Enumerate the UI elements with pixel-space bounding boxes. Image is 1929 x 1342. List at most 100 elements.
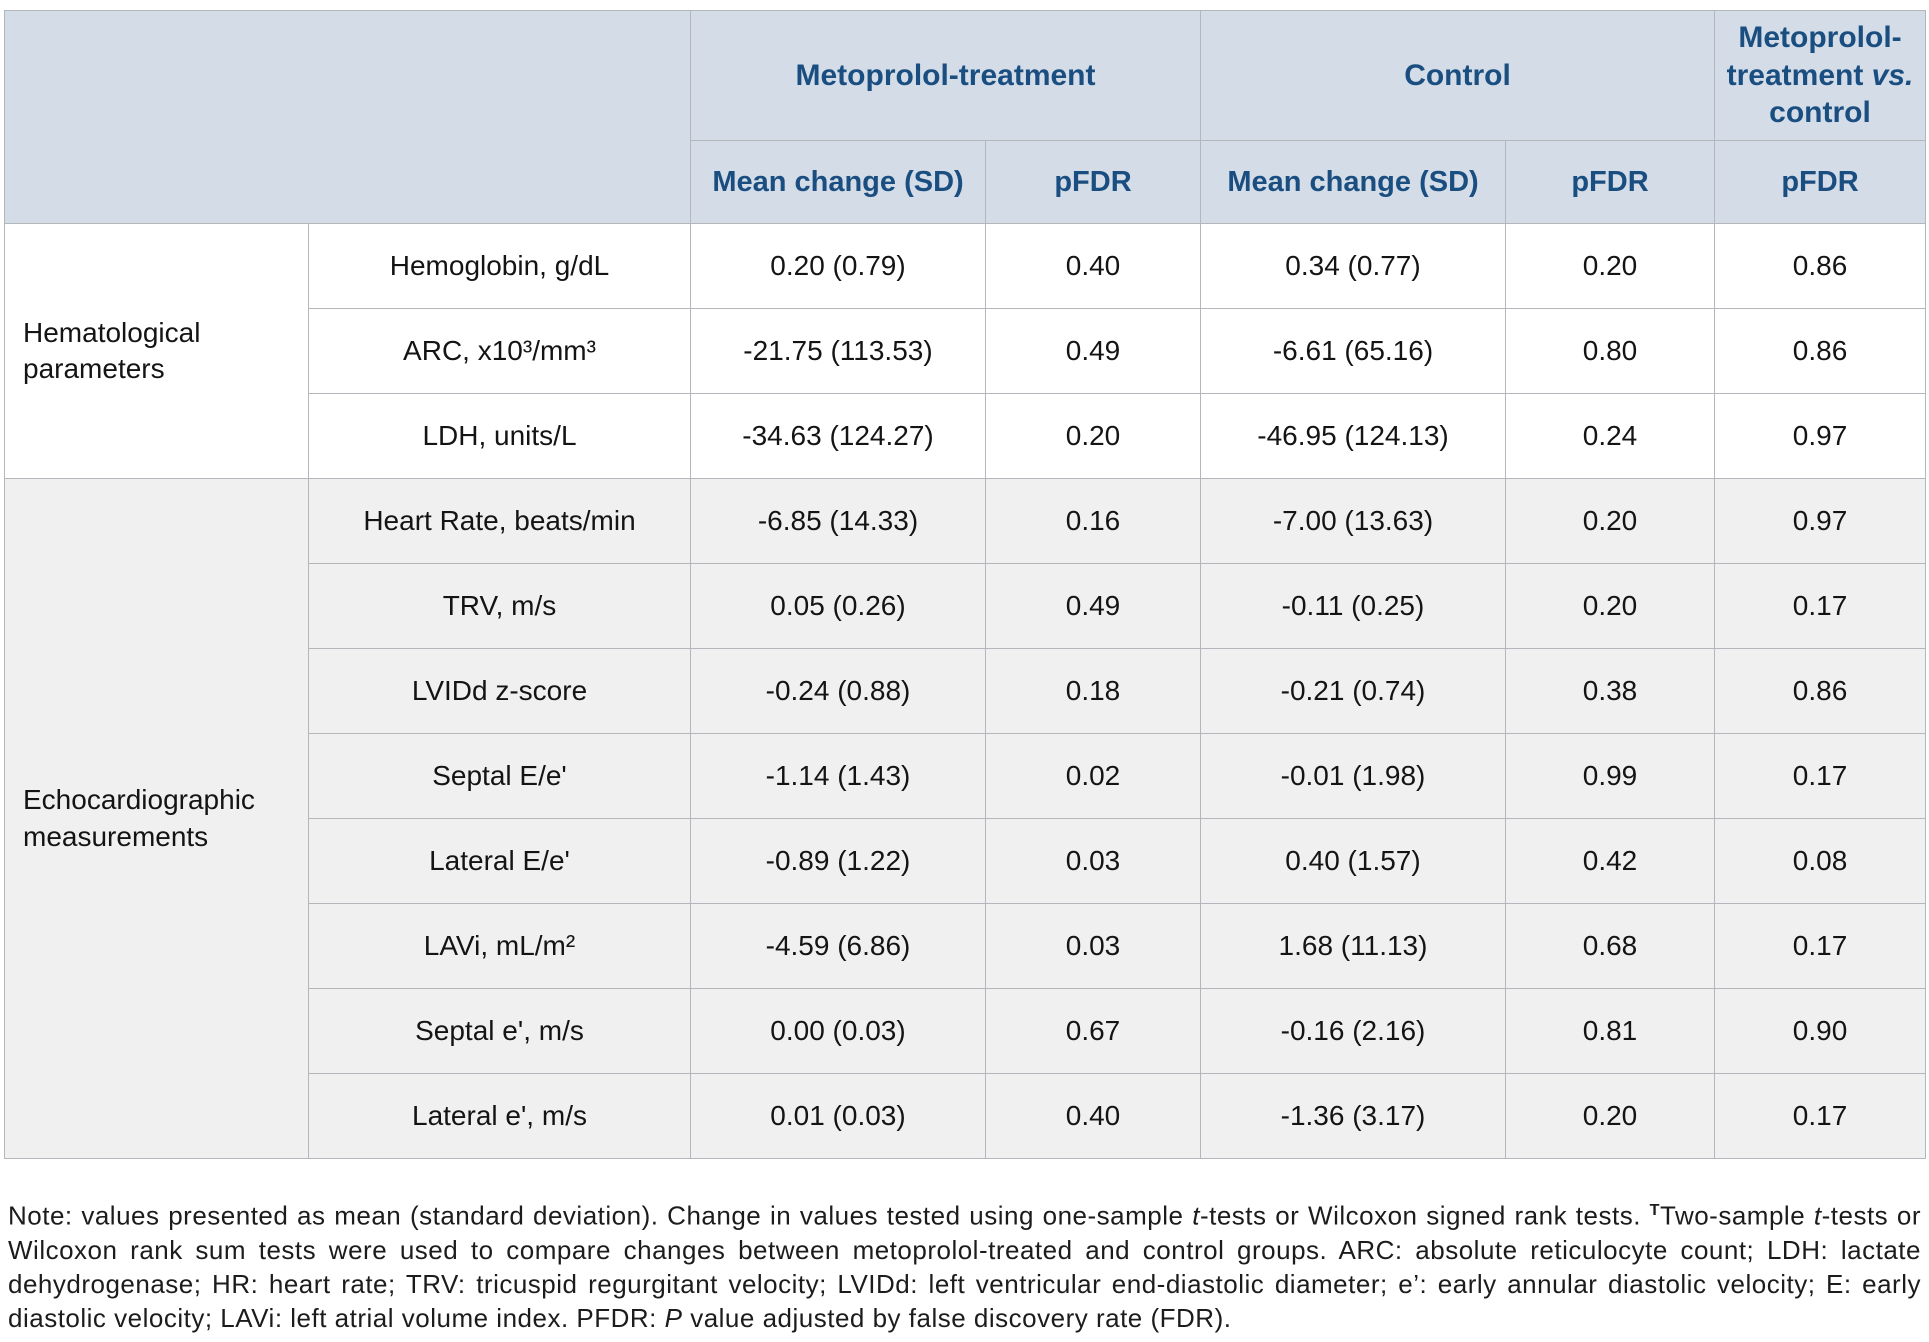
note-italic-t: t — [1813, 1200, 1822, 1231]
value-cell: -0.89 (1.22) — [690, 818, 986, 904]
value-cell: 0.86 — [1714, 308, 1927, 394]
value-cell: 0.38 — [1504, 648, 1716, 734]
value-cell: 0.17 — [1714, 733, 1927, 819]
col-subheader-pfdr-control: pFDR — [1504, 140, 1716, 224]
value-cell: 0.17 — [1714, 1073, 1927, 1159]
value-cell: 0.24 — [1504, 393, 1716, 479]
header-row-groups: Metoprolol-treatment Control Metoprolol-… — [4, 10, 1927, 224]
value-cell: 0.00 (0.03) — [690, 988, 986, 1074]
value-cell: 0.81 — [1504, 988, 1716, 1074]
header-row-sub: Mean change (SD) pFDR Mean change (SD) p… — [5, 140, 1927, 224]
value-cell: 0.99 — [1504, 733, 1716, 819]
table-row: Septal e', m/s 0.00 (0.03) 0.67 -0.16 (2… — [4, 988, 1927, 1074]
param-cell: LAVi, mL/m² — [308, 903, 691, 989]
table-row: Lateral E/e' -0.89 (1.22) 0.03 0.40 (1.5… — [4, 818, 1927, 904]
value-cell: 0.49 — [985, 563, 1201, 649]
param-cell: TRV, m/s — [308, 563, 691, 649]
col-subheader-mean-change-treatment: Mean change (SD) — [690, 140, 986, 224]
col-subheader-pfdr-vs: pFDR — [1714, 140, 1927, 224]
value-cell: 0.97 — [1714, 393, 1927, 479]
value-cell: 0.08 — [1714, 818, 1927, 904]
value-cell: -1.14 (1.43) — [690, 733, 986, 819]
note-italic-p: P — [664, 1302, 683, 1333]
param-cell: Hemoglobin, g/dL — [308, 223, 691, 309]
value-cell: -6.85 (14.33) — [690, 478, 986, 564]
param-cell: Septal E/e' — [308, 733, 691, 819]
param-cell: Lateral e', m/s — [308, 1073, 691, 1159]
table-row: TRV, m/s 0.05 (0.26) 0.49 -0.11 (0.25) 0… — [4, 563, 1927, 649]
value-cell: 0.03 — [985, 818, 1201, 904]
value-cell: -0.01 (1.98) — [1200, 733, 1506, 819]
value-cell: 0.49 — [985, 308, 1201, 394]
param-cell: LVIDd z-score — [308, 648, 691, 734]
value-cell: 0.34 (0.77) — [1200, 223, 1506, 309]
value-cell: -46.95 (124.13) — [1200, 393, 1506, 479]
note-italic-t: t — [1192, 1200, 1200, 1231]
corner-cell — [4, 10, 691, 224]
col-header-metoprolol-treatment: Metoprolol-treatment — [690, 10, 1201, 141]
note-text-segment: value adjusted by false discovery rate (… — [682, 1302, 1232, 1333]
param-cell: Heart Rate, beats/min — [308, 478, 691, 564]
value-cell: -6.61 (65.16) — [1200, 308, 1506, 394]
value-cell: -0.16 (2.16) — [1200, 988, 1506, 1074]
value-cell: 0.17 — [1714, 563, 1927, 649]
param-cell: LDH, units/L — [308, 393, 691, 479]
note-text-segment: -tests or Wilcoxon signed rank tests. — [1199, 1200, 1650, 1231]
value-cell: -0.24 (0.88) — [690, 648, 986, 734]
value-cell: 0.20 (0.79) — [690, 223, 986, 309]
param-cell: Septal e', m/s — [308, 988, 691, 1074]
value-cell: 0.17 — [1714, 903, 1927, 989]
value-cell: 0.40 — [985, 223, 1201, 309]
value-cell: -0.21 (0.74) — [1200, 648, 1506, 734]
vs-header-text: Metoprolol-treatment — [1726, 21, 1902, 92]
row-group-label-echocardiographic: Echocardiographic measurements — [4, 478, 309, 1159]
vs-header-vs: vs. — [1871, 58, 1914, 92]
value-cell: 0.16 — [985, 478, 1201, 564]
value-cell: -34.63 (124.27) — [690, 393, 986, 479]
param-cell: ARC, x10³/mm³ — [308, 308, 691, 394]
vs-header-control: control — [1769, 96, 1871, 130]
value-cell: 1.68 (11.13) — [1200, 903, 1506, 989]
table-row: Lateral e', m/s 0.01 (0.03) 0.40 -1.36 (… — [4, 1073, 1927, 1159]
value-cell: -4.59 (6.86) — [690, 903, 986, 989]
table-note: Note: values presented as mean (standard… — [8, 1193, 1921, 1335]
value-cell: 0.86 — [1714, 223, 1927, 309]
table-row: Septal E/e' -1.14 (1.43) 0.02 -0.01 (1.9… — [4, 733, 1927, 819]
results-table: Metoprolol-treatment Control Metoprolol-… — [4, 10, 1927, 1159]
note-text-segment: Note: values presented as mean (standard… — [8, 1200, 1193, 1231]
value-cell: 0.20 — [1504, 478, 1716, 564]
value-cell: -7.00 (13.63) — [1200, 478, 1506, 564]
col-subheader-mean-change-control: Mean change (SD) — [1200, 140, 1506, 224]
value-cell: 0.20 — [1504, 563, 1716, 649]
table-row: Hematological parameters Hemoglobin, g/d… — [4, 223, 1927, 479]
value-cell: 0.05 (0.26) — [690, 563, 986, 649]
value-cell: 0.40 (1.57) — [1200, 818, 1506, 904]
col-subheader-pfdr-treatment: pFDR — [985, 140, 1201, 224]
note-text-segment: -tests or Wilcoxon rank sum tests were u… — [8, 1200, 1921, 1333]
value-cell: -1.36 (3.17) — [1200, 1073, 1506, 1159]
value-cell: 0.42 — [1504, 818, 1716, 904]
value-cell: 0.90 — [1714, 988, 1927, 1074]
value-cell: 0.18 — [985, 648, 1201, 734]
table-row: ARC, x10³/mm³ -21.75 (113.53) 0.49 -6.61… — [4, 308, 1927, 394]
row-group-label-hematological: Hematological parameters — [4, 223, 309, 479]
value-cell: 0.68 — [1504, 903, 1716, 989]
param-cell: Lateral E/e' — [308, 818, 691, 904]
value-cell: 0.01 (0.03) — [690, 1073, 986, 1159]
value-cell: 0.86 — [1714, 648, 1927, 734]
col-header-control: Control — [1199, 10, 1716, 141]
value-cell: 0.20 — [1504, 1073, 1716, 1159]
value-cell: -0.11 (0.25) — [1200, 563, 1506, 649]
value-cell: 0.67 — [985, 988, 1201, 1074]
value-cell: 0.03 — [985, 903, 1201, 989]
note-text-segment: Two-sample — [1660, 1200, 1814, 1231]
value-cell: 0.20 — [985, 393, 1201, 479]
value-cell: 0.80 — [1504, 308, 1716, 394]
value-cell: 0.40 — [985, 1073, 1201, 1159]
value-cell: -21.75 (113.53) — [690, 308, 986, 394]
table-row: Echocardiographic measurements Heart Rat… — [4, 478, 1927, 1159]
value-cell: 0.97 — [1714, 478, 1927, 564]
value-cell: 0.02 — [985, 733, 1201, 819]
value-cell: 0.20 — [1504, 223, 1716, 309]
